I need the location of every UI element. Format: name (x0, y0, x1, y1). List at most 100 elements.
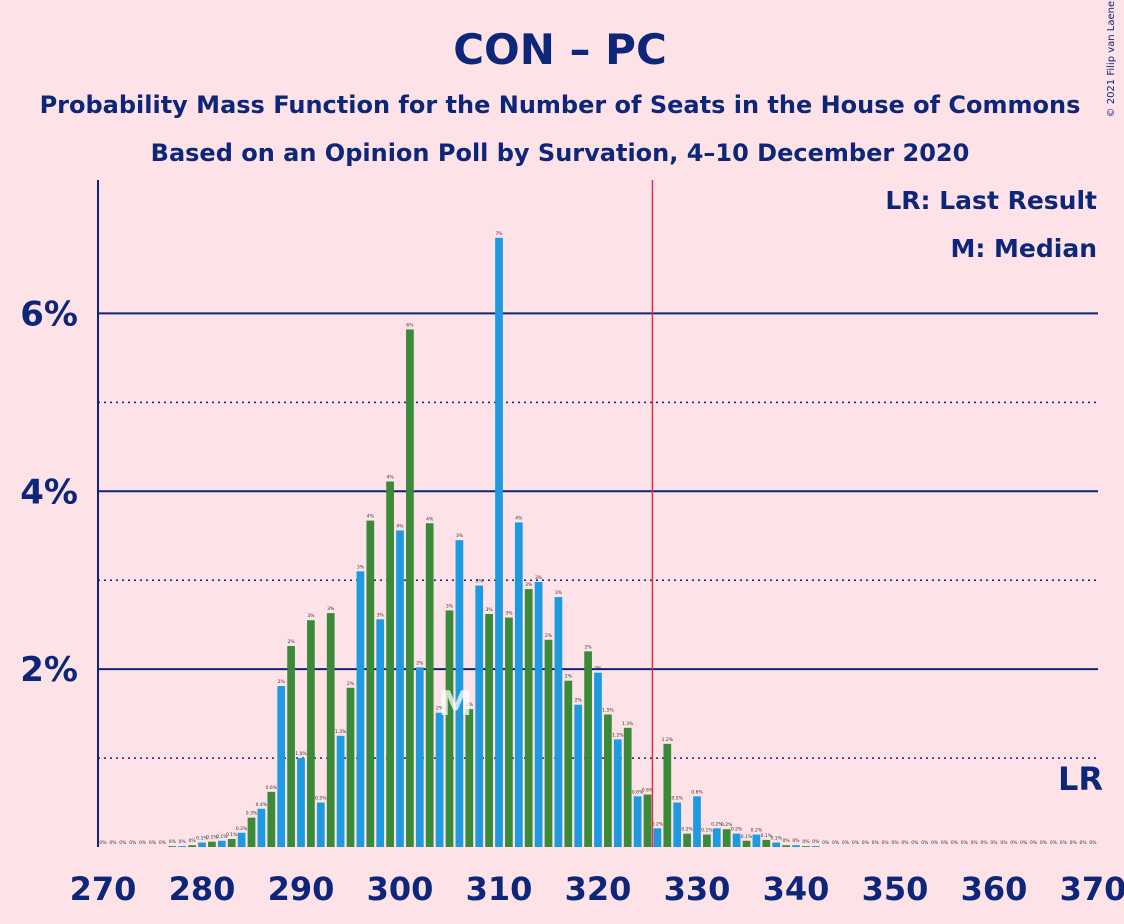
data-label-350: 0% (891, 840, 899, 846)
bar-298 (376, 619, 385, 847)
data-label-319: 2% (585, 644, 593, 650)
bar-292 (316, 802, 325, 847)
bar-283 (227, 838, 236, 847)
bar-323 (623, 727, 632, 847)
data-label-292: 0.5% (315, 796, 327, 802)
bar-287 (267, 791, 276, 847)
data-label-337: 0.1% (761, 833, 773, 839)
data-label-271: 0% (109, 840, 117, 846)
last-result-marker: LR (1058, 760, 1103, 798)
bar-289 (287, 646, 295, 847)
data-label-307: 2% (466, 702, 474, 708)
data-label-293: 3% (327, 606, 335, 612)
x-tick-label-350: 350 (862, 870, 929, 908)
bar-342 (811, 846, 820, 847)
y-tick-label-6: 6% (20, 294, 78, 334)
bar-301 (406, 329, 414, 848)
data-label-277: 0% (169, 839, 177, 845)
data-label-301: 6% (406, 322, 414, 328)
data-label-347: 0% (862, 840, 870, 846)
data-label-346: 0% (852, 840, 860, 846)
data-label-288: 2% (278, 679, 286, 685)
data-labels-group: 0% 0% 0% 0% 0% 0% 0% 0% 0% 0%0.1%0.1%0.1%0.1%0.2%… (99, 231, 1097, 846)
bar-324 (633, 796, 642, 847)
legend-last-result: LR: Last Result (885, 186, 1097, 215)
bar-279 (188, 845, 196, 847)
bar-293 (326, 613, 335, 847)
data-label-330: 0.6% (691, 789, 703, 795)
data-label-281: 0.1% (206, 835, 218, 841)
bar-300 (396, 530, 404, 847)
bar-322 (613, 739, 622, 847)
data-label-358: 0% (971, 840, 979, 846)
bar-310 (495, 237, 503, 848)
data-label-331: 0.1% (701, 828, 713, 834)
data-label-285: 0.3% (246, 811, 258, 817)
x-tick-label-330: 330 (664, 870, 731, 908)
bar-277 (168, 846, 177, 847)
data-label-286: 0.4% (256, 802, 268, 808)
bar-338 (772, 842, 781, 847)
bar-307 (465, 709, 474, 847)
chart-subtitle-2: Based on an Opinion Poll by Survation, 4… (151, 139, 970, 167)
data-label-368: 0% (1070, 840, 1078, 846)
y-tick-label-2: 2% (20, 650, 78, 690)
bar-297 (366, 520, 375, 847)
data-label-370: 0% (1089, 840, 1097, 846)
bar-299 (386, 481, 394, 847)
bar-320 (594, 672, 602, 847)
data-label-276: 0% (159, 840, 167, 846)
bar-304 (435, 712, 444, 847)
bar-329 (683, 833, 691, 847)
data-label-303: 4% (426, 516, 434, 522)
data-label-339: 0% (783, 838, 791, 844)
data-label-273: 0% (129, 840, 137, 846)
bar-336 (752, 834, 761, 847)
data-label-352: 0% (911, 840, 919, 846)
data-label-320: 2% (594, 666, 602, 672)
data-label-272: 0% (119, 840, 127, 846)
bar-332 (712, 828, 721, 847)
bar-313 (524, 589, 533, 847)
data-label-323: 1.3% (622, 721, 634, 727)
data-label-360: 0% (990, 840, 998, 846)
data-label-345: 0% (842, 840, 850, 846)
x-tick-label-340: 340 (763, 870, 830, 908)
bar-340 (792, 845, 800, 847)
bar-290 (297, 758, 305, 847)
bar-334 (732, 833, 741, 847)
data-label-290: 1.0% (295, 751, 307, 757)
data-label-366: 0% (1050, 840, 1058, 846)
data-label-295: 2% (347, 681, 355, 687)
bar-339 (782, 845, 790, 847)
data-label-325: 0.6% (642, 788, 654, 794)
data-label-349: 0% (882, 840, 890, 846)
data-label-361: 0% (1000, 840, 1008, 846)
bar-311 (505, 617, 513, 847)
data-label-343: 0% (822, 840, 830, 846)
data-label-355: 0% (941, 840, 949, 846)
data-label-367: 0% (1060, 840, 1068, 846)
data-label-357: 0% (961, 840, 969, 846)
legend-median: M: Median (950, 234, 1097, 263)
data-label-327: 1.2% (662, 737, 674, 743)
data-label-334: 0.2% (731, 827, 743, 833)
bar-341 (802, 846, 810, 847)
data-label-294: 1.3% (335, 729, 347, 735)
bar-312 (514, 522, 523, 847)
data-label-270: 0% (99, 840, 107, 846)
data-label-348: 0% (872, 840, 880, 846)
x-tick-label-270: 270 (70, 870, 137, 908)
bar-317 (564, 680, 573, 847)
bar-278 (178, 846, 187, 847)
axes-group: 2% 4% 6% 270 280 290 300 310 320 330 340 350 360 370 (20, 180, 1124, 908)
overlay-group: LR M (438, 180, 1103, 847)
data-label-328: 0.5% (671, 796, 683, 802)
bar-327 (663, 743, 672, 847)
bar-280 (198, 842, 206, 847)
bars-group (168, 237, 820, 848)
bar-281 (208, 841, 216, 847)
bar-321 (604, 714, 612, 847)
data-label-318: 2% (575, 698, 583, 704)
